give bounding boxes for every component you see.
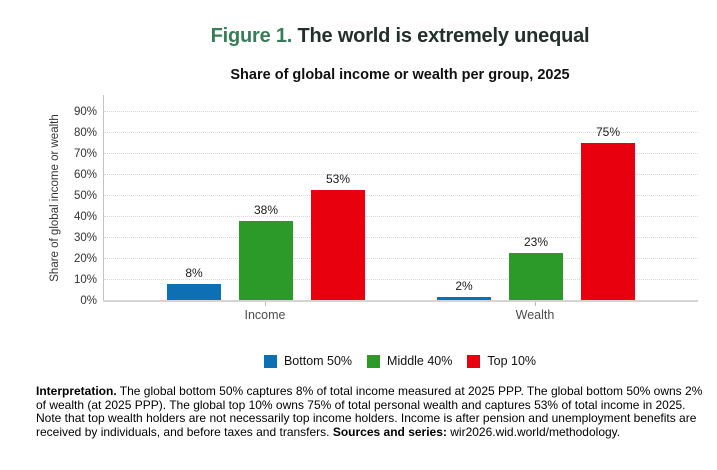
y-axis-ticks: 0% 10% 20% 30% 40% 50% 60% 70% 80% 90% — [40, 95, 97, 307]
x-axis-category-label: Wealth — [515, 308, 555, 322]
bar-income-top-10 — [311, 189, 365, 301]
bar-wealth-bottom-50 — [437, 296, 491, 301]
legend: Bottom 50% Middle 40% Top 10% — [103, 353, 697, 369]
legend-label: Bottom 50% — [283, 354, 353, 368]
gridline — [104, 152, 698, 154]
x-axis-category-label: Income — [244, 308, 286, 322]
plot-area: 8% 38% 53% 2% 23% 75% — [103, 95, 698, 301]
x-axis-line — [103, 300, 698, 302]
bar-value-label: 75% — [595, 125, 621, 140]
y-tick-label: 10% — [73, 273, 97, 286]
sources-label: Sources and series: — [332, 424, 447, 439]
gridline — [104, 194, 698, 196]
gridline — [104, 215, 698, 217]
legend-item-bottom-50: Bottom 50% — [263, 354, 353, 368]
legend-label: Top 10% — [487, 354, 537, 368]
x-tick-mark — [535, 302, 536, 306]
bar-value-label: 38% — [253, 203, 279, 218]
figure-title-text: The world is extremely unequal — [297, 25, 590, 47]
bar-value-label: 8% — [185, 266, 203, 281]
interpretation-text: The global bottom 50% captures 8% of tot… — [36, 384, 703, 439]
legend-swatch — [467, 354, 481, 368]
y-tick-label: 90% — [73, 105, 97, 118]
bar-wealth-top-10 — [581, 143, 635, 301]
bar-income-middle-40 — [239, 221, 293, 301]
legend-swatch — [263, 354, 277, 368]
gridline — [104, 257, 698, 259]
x-axis-labels: Income Wealth — [103, 302, 697, 326]
gridline — [104, 278, 698, 280]
bar-value-label: 23% — [523, 234, 549, 249]
y-tick-label: 80% — [73, 126, 97, 139]
gridline — [104, 131, 698, 133]
y-tick-label: 50% — [73, 189, 97, 202]
y-tick-label: 0% — [80, 295, 97, 307]
figure-title: Figure 1. The world is extremely unequal — [103, 25, 697, 48]
bar-wealth-middle-40 — [509, 252, 563, 301]
y-tick-label: 70% — [73, 147, 97, 160]
figure-notes: Interpretation. The global bottom 50% ca… — [36, 384, 706, 439]
legend-label: Middle 40% — [387, 354, 453, 368]
legend-swatch — [367, 354, 381, 368]
x-tick-mark — [265, 302, 266, 306]
figure-label: Figure 1. — [210, 25, 293, 47]
legend-item-middle-40: Middle 40% — [367, 354, 452, 368]
interpretation-label: Interpretation. — [36, 384, 117, 398]
sources-text: wir2026.wid.world/methodology. — [446, 424, 621, 439]
bar-value-label: 53% — [325, 171, 351, 186]
y-tick-label: 30% — [73, 231, 97, 244]
bar-value-label: 2% — [455, 278, 473, 293]
gridline — [104, 173, 698, 175]
gridline — [104, 110, 698, 112]
legend-item-top-10: Top 10% — [467, 354, 536, 368]
y-tick-label: 40% — [73, 210, 97, 223]
chart-title: Share of global income or wealth per gro… — [230, 67, 570, 83]
y-tick-label: 20% — [73, 252, 97, 265]
y-tick-label: 60% — [73, 168, 97, 181]
bar-income-bottom-50 — [167, 284, 221, 301]
gridline — [104, 236, 698, 238]
